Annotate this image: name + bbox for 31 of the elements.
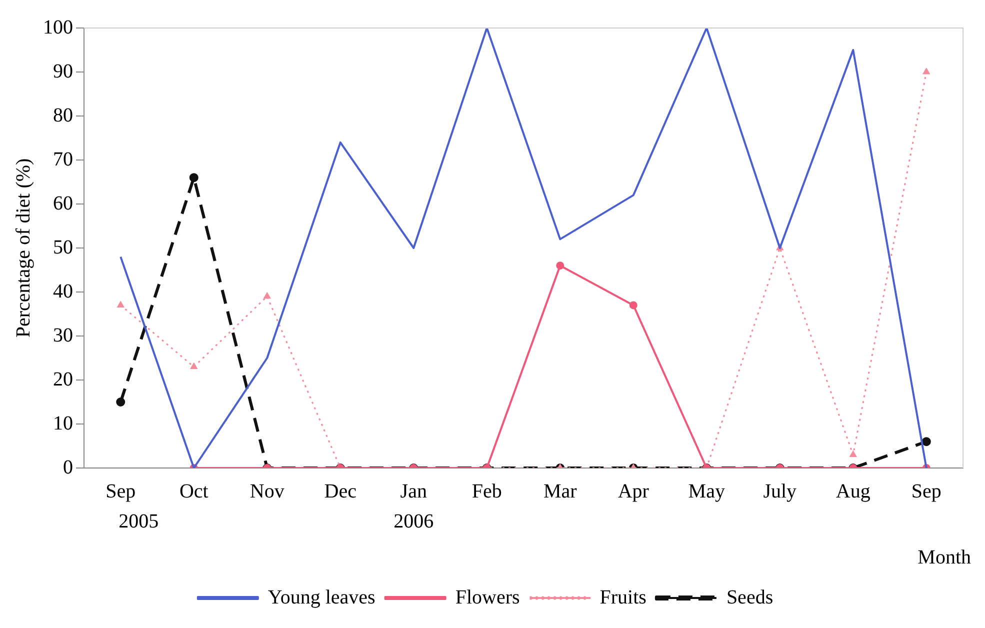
y-axis-title: Percentage of diet (%) — [12, 158, 34, 338]
x-axis-title: Month — [918, 546, 971, 568]
y-tick-label: 10 — [53, 412, 73, 434]
x-tick-label: Aug — [836, 480, 870, 502]
y-tick-label: 40 — [53, 280, 73, 302]
y-tick-label: 70 — [53, 148, 73, 170]
y-tick-label: 20 — [53, 368, 73, 390]
y-tick-label: 80 — [53, 104, 73, 126]
x-tick-label: Jan — [400, 480, 427, 502]
legend-label: Flowers — [455, 586, 520, 608]
x-tick-label: Sep — [106, 480, 136, 502]
y-tick-label: 50 — [53, 236, 73, 258]
x-tick-label: Apr — [618, 480, 650, 502]
text: 2005 — [118, 510, 159, 532]
y-tick-label: 60 — [53, 192, 73, 214]
x-tick-label: Sep — [911, 480, 942, 502]
x-tick-label: Dec — [324, 480, 357, 502]
legend-label: Young leaves — [268, 586, 376, 608]
x-tick-label: May — [688, 480, 725, 502]
x-tick-label: Nov — [250, 480, 284, 502]
y-tick-label: 0 — [63, 456, 73, 478]
legend-label: Fruits — [600, 586, 647, 608]
legend-label: Seeds — [726, 586, 774, 608]
x-tick-label: Mar — [543, 480, 578, 502]
x-tick-label: July — [763, 480, 797, 502]
x-tick-label: Oct — [179, 480, 209, 502]
x-tick-label: Feb — [472, 480, 502, 502]
y-tick-label: 30 — [53, 324, 73, 346]
text: 2006 — [394, 510, 434, 532]
y-tick-label: 90 — [53, 60, 73, 82]
y-tick-label: 100 — [43, 16, 73, 38]
